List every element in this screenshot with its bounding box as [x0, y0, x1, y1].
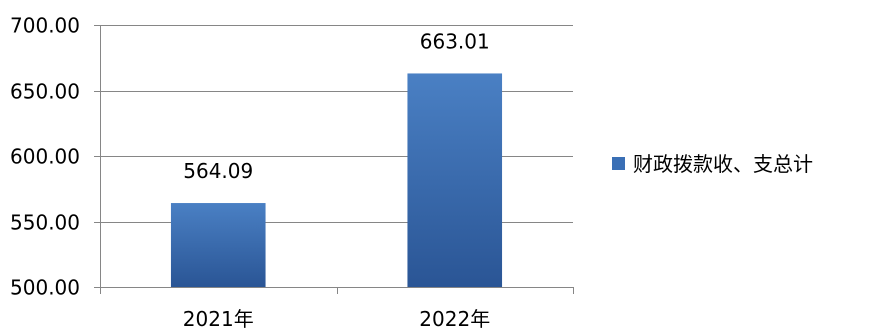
data-labels: 564.09 663.01 [183, 29, 489, 183]
data-label: 564.09 [183, 159, 253, 183]
legend-label: 财政拨款收、支总计 [633, 152, 813, 176]
bar-2021年 [170, 203, 266, 287]
data-label: 663.01 [420, 29, 490, 53]
legend-swatch [612, 157, 625, 170]
y-tick-label: 550.00 [10, 211, 80, 235]
x-axis-tick-labels: 2021年 2022年 [183, 307, 490, 331]
y-tick-label: 600.00 [10, 145, 80, 169]
y-tick-label: 650.00 [10, 80, 80, 104]
bars [170, 73, 503, 287]
y-tick-label: 500.00 [10, 276, 80, 300]
bar-2022年 [407, 73, 503, 287]
y-axis-tick-labels: 500.00 550.00 600.00 650.00 700.00 [10, 14, 80, 300]
x-tick-label: 2022年 [419, 307, 490, 331]
legend: 财政拨款收、支总计 [612, 152, 813, 176]
y-tick-label: 700.00 [10, 14, 80, 38]
axes [94, 25, 574, 294]
x-tick-label: 2021年 [183, 307, 254, 331]
